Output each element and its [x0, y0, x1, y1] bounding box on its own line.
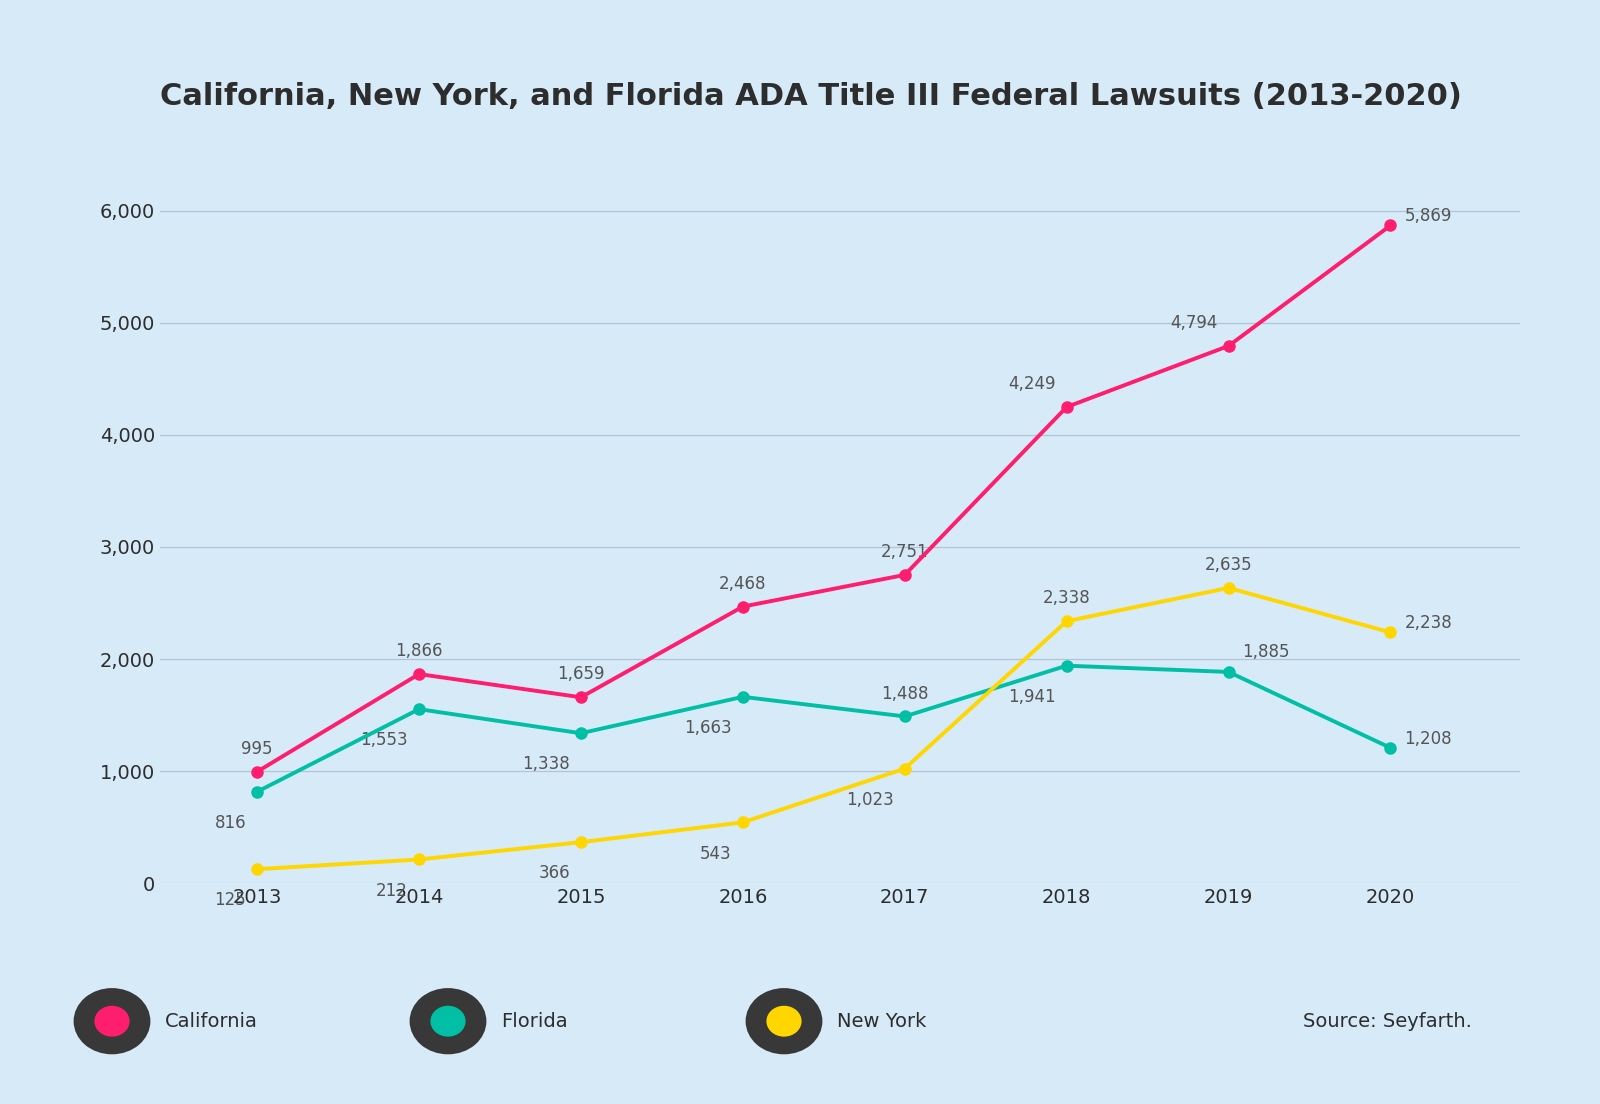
Text: 2,338: 2,338	[1043, 590, 1091, 607]
Text: 366: 366	[538, 864, 570, 882]
Text: 995: 995	[242, 740, 274, 757]
Text: Florida: Florida	[501, 1011, 568, 1031]
Text: 1,023: 1,023	[846, 790, 894, 809]
Text: 1,659: 1,659	[557, 666, 605, 683]
Text: 1,208: 1,208	[1405, 730, 1451, 747]
Text: 5,869: 5,869	[1405, 208, 1451, 225]
Text: 1,866: 1,866	[395, 643, 443, 660]
Text: 816: 816	[214, 814, 246, 832]
Text: Source: Seyfarth.: Source: Seyfarth.	[1302, 1011, 1472, 1031]
Text: 1,338: 1,338	[522, 755, 570, 774]
Text: New York: New York	[837, 1011, 926, 1031]
Text: California, New York, and Florida ADA Title III Federal Lawsuits (2013-2020): California, New York, and Florida ADA Ti…	[160, 82, 1462, 110]
Text: 1,885: 1,885	[1243, 643, 1290, 661]
Text: 1,553: 1,553	[360, 731, 408, 750]
Text: 2,635: 2,635	[1205, 556, 1253, 574]
Text: 1,663: 1,663	[685, 719, 731, 737]
Text: 4,794: 4,794	[1170, 314, 1218, 332]
Text: 2,468: 2,468	[718, 575, 766, 593]
Text: 4,249: 4,249	[1008, 375, 1056, 393]
Text: 1,941: 1,941	[1008, 688, 1056, 705]
Text: 125: 125	[214, 891, 246, 910]
Text: 543: 543	[701, 845, 731, 862]
Text: 1,488: 1,488	[882, 684, 928, 702]
Text: 212: 212	[376, 882, 408, 900]
Text: 2,751: 2,751	[882, 543, 928, 561]
Text: California: California	[165, 1011, 258, 1031]
Text: 2,238: 2,238	[1405, 615, 1453, 633]
